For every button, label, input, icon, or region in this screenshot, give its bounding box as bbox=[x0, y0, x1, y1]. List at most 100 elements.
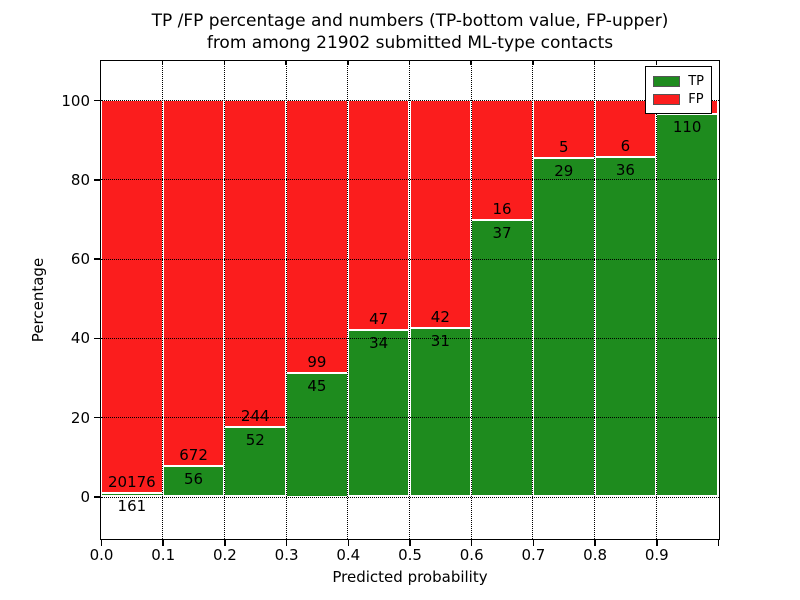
bar-fp-6 bbox=[471, 100, 533, 220]
label-fp-count-4: 47 bbox=[369, 310, 389, 329]
plot-area: TP FP 20176 161 672 56 244 52 99 45 47 34 42 31 16 37 5… bbox=[100, 60, 720, 540]
top-tick-mark bbox=[593, 61, 596, 65]
bar-tp-8 bbox=[594, 156, 657, 497]
top-tick-mark bbox=[347, 61, 349, 65]
label-tp-count-0: 161 bbox=[117, 497, 147, 516]
x-tick-label: 0.4 bbox=[336, 546, 361, 564]
bar-tp-7 bbox=[532, 158, 595, 497]
label-tp-count-1: 56 bbox=[184, 470, 204, 488]
y-tick-mark bbox=[94, 496, 100, 498]
x-tick-label: 0.8 bbox=[583, 546, 608, 564]
bar-fp-1 bbox=[162, 100, 225, 466]
y-tick-mark bbox=[94, 179, 100, 181]
label-tp-count-3: 45 bbox=[307, 376, 327, 395]
y-tick-mark bbox=[94, 416, 100, 419]
x-tick-label: 0.5 bbox=[398, 546, 422, 564]
y-tick-mark bbox=[94, 258, 100, 260]
label-fp-count-0: 20176 bbox=[107, 473, 156, 492]
x-tick-label: 0.2 bbox=[212, 546, 237, 564]
x-tick-mark bbox=[162, 540, 164, 546]
x-gridline bbox=[409, 61, 410, 539]
legend-swatch-fp bbox=[653, 93, 681, 105]
y-gridline bbox=[101, 258, 719, 260]
top-tick-mark bbox=[161, 61, 164, 65]
bar-fp-4 bbox=[347, 100, 410, 331]
label-fp-count-3: 99 bbox=[307, 352, 327, 371]
x-tick-mark bbox=[224, 540, 226, 546]
y-gridline bbox=[101, 179, 719, 181]
legend: TP FP bbox=[645, 66, 712, 114]
x-tick-mark bbox=[100, 540, 103, 546]
label-fp-count-5: 42 bbox=[430, 308, 450, 327]
x-tick-mark bbox=[717, 540, 720, 546]
bar-tp-9 bbox=[656, 113, 718, 497]
y-tick-mark bbox=[94, 337, 100, 340]
label-tp-count-8: 36 bbox=[615, 160, 635, 179]
label-tp-count-9: 110 bbox=[672, 117, 702, 136]
y-gridline bbox=[101, 100, 719, 101]
bar-fp-2 bbox=[224, 100, 287, 427]
label-fp-count-6: 16 bbox=[492, 199, 512, 218]
x-tick-mark bbox=[594, 540, 596, 546]
top-tick-mark bbox=[285, 61, 287, 65]
x-axis-label: Predicted probability bbox=[332, 568, 488, 586]
bar-tp-1 bbox=[162, 466, 225, 497]
x-gridline bbox=[162, 61, 164, 539]
top-tick-mark bbox=[408, 61, 411, 65]
label-fp-count-8: 6 bbox=[620, 136, 631, 155]
legend-swatch-tp bbox=[653, 75, 681, 87]
bar-tp-4 bbox=[347, 330, 410, 497]
legend-label-fp: FP bbox=[688, 91, 704, 107]
legend-row-fp: FP bbox=[653, 90, 704, 108]
bar-fp-0 bbox=[101, 100, 163, 494]
bar-tp-6 bbox=[471, 219, 533, 497]
x-tick-label: 0.9 bbox=[644, 546, 669, 564]
label-fp-count-7: 5 bbox=[558, 138, 569, 157]
top-tick-mark bbox=[532, 61, 534, 65]
legend-row-tp: TP bbox=[653, 72, 704, 90]
y-gridline bbox=[101, 417, 719, 419]
x-gridline bbox=[594, 61, 596, 539]
x-tick-label: 0.6 bbox=[459, 546, 484, 564]
x-gridline bbox=[655, 61, 657, 539]
chart-title: TP /FP percentage and numbers (TP-bottom… bbox=[100, 10, 720, 54]
x-tick-label: 0.7 bbox=[521, 546, 546, 564]
x-gridline bbox=[223, 61, 225, 539]
label-tp-count-7: 29 bbox=[554, 162, 574, 181]
top-tick-mark bbox=[223, 61, 226, 65]
y-tick-label: 20 bbox=[70, 408, 90, 427]
x-tick-mark bbox=[656, 540, 658, 546]
y-tick-label: 80 bbox=[70, 170, 90, 189]
x-gridline bbox=[347, 61, 349, 539]
y-tick-label: 100 bbox=[61, 91, 90, 110]
y-tick-label: 0 bbox=[80, 488, 90, 506]
x-tick-mark bbox=[347, 540, 350, 546]
x-tick-mark bbox=[470, 540, 473, 546]
legend-label-tp: TP bbox=[688, 73, 704, 89]
x-gridline bbox=[285, 61, 287, 539]
x-gridline bbox=[470, 61, 472, 539]
y-gridline bbox=[101, 496, 719, 498]
x-tick-mark bbox=[409, 540, 411, 546]
top-tick-mark bbox=[655, 61, 658, 65]
label-tp-count-2: 52 bbox=[245, 430, 265, 449]
bar-tp-5 bbox=[409, 328, 472, 497]
label-fp-count-1: 672 bbox=[179, 446, 208, 464]
y-tick-mark bbox=[94, 99, 100, 102]
bar-tp-3 bbox=[286, 372, 348, 497]
label-tp-count-4: 34 bbox=[369, 334, 389, 353]
y-tick-label: 60 bbox=[70, 250, 90, 269]
y-tick-label: 40 bbox=[70, 329, 90, 348]
label-tp-count-6: 37 bbox=[492, 223, 512, 242]
chart-title-line2: from among 21902 submitted ML-type conta… bbox=[206, 33, 614, 53]
y-gridline bbox=[101, 337, 719, 339]
label-fp-count-2: 244 bbox=[240, 406, 270, 425]
x-tick-mark bbox=[285, 540, 288, 546]
chart-title-line1: TP /FP percentage and numbers (TP-bottom… bbox=[151, 11, 669, 31]
x-tick-mark bbox=[532, 540, 535, 546]
top-tick-mark bbox=[470, 61, 472, 65]
bar-fp-3 bbox=[286, 100, 348, 373]
label-tp-count-5: 31 bbox=[430, 332, 450, 351]
x-tick-label: 0.0 bbox=[89, 546, 114, 564]
